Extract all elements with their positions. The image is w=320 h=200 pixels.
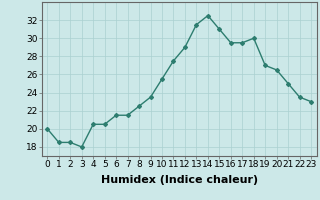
X-axis label: Humidex (Indice chaleur): Humidex (Indice chaleur)	[100, 175, 258, 185]
